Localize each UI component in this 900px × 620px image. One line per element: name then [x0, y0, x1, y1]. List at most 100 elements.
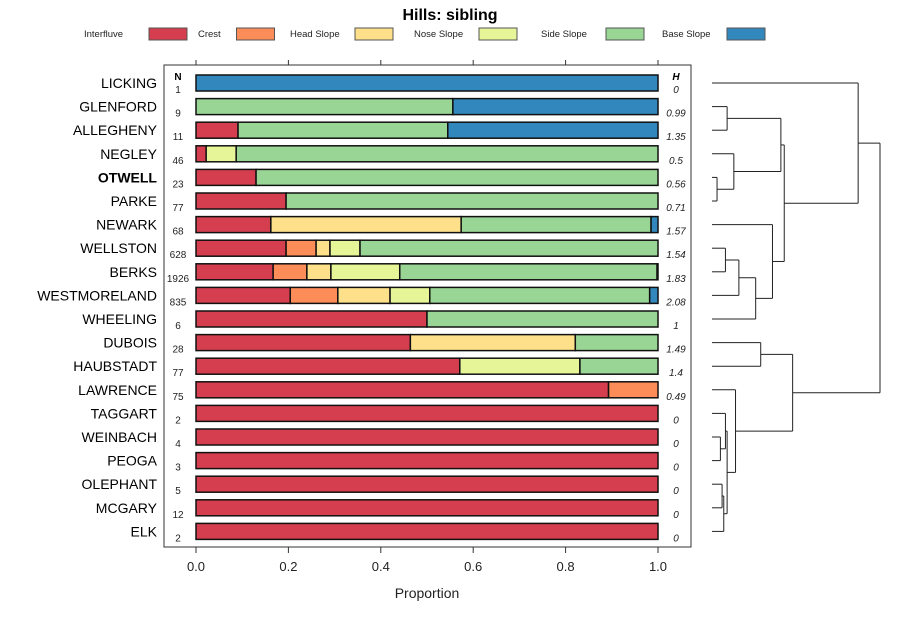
bar-row: WELLSTON 628 1.54 [80, 239, 686, 261]
bar-segment-side-slope [237, 121, 449, 139]
bar-row: NEGLEY 46 0.5 [100, 145, 683, 167]
n-value: 11 [173, 132, 184, 143]
row-label: ALLEGHENY [73, 122, 158, 138]
h-value: 0.99 [666, 109, 686, 120]
legend-label: Head Slope [290, 29, 340, 40]
bar-segment-nose-slope [329, 239, 361, 257]
bar-segment-nose-slope [330, 263, 401, 281]
bar-segment-side-slope [285, 192, 659, 210]
row-label: HAUBSTADT [73, 358, 157, 374]
row-label: WELLSTON [80, 240, 157, 256]
legend-label: Nose Slope [414, 29, 463, 40]
bar-segment-interfluve [195, 192, 287, 210]
bar-row: WHEELING 6 1 [82, 310, 679, 332]
n-value: 3 [175, 463, 181, 474]
n-value: 5 [175, 486, 181, 497]
bar-rows: LICKING 1 0 GLENFORD 9 0.99 ALLEGHENY 11 1.35 NEG… [37, 74, 686, 544]
bar-row: WEINBACH 4 0 [82, 428, 679, 450]
legend-swatch [605, 27, 645, 41]
bar-segment-base-slope [452, 97, 659, 116]
bar-segment-side-slope [460, 215, 652, 234]
h-value: 1.49 [666, 345, 686, 356]
plot-frame [163, 64, 692, 548]
bar-segment-interfluve [195, 263, 274, 281]
bar-segment-side-slope [579, 357, 659, 375]
n-value: 23 [172, 179, 184, 190]
h-value: 0 [673, 510, 679, 521]
x-tick-label: 0.2 [279, 559, 297, 574]
legend-label: Interfluve [84, 29, 123, 40]
bar-segment-head-slope [315, 239, 331, 257]
bar-segment-side-slope [426, 310, 659, 328]
bar-row: MCGARY 12 0 [96, 499, 679, 521]
bar-row: BERKS 1926 1.83 [110, 263, 686, 285]
h-value: 1.35 [666, 132, 686, 143]
bar-segment-interfluve [195, 451, 659, 470]
legend-swatch [236, 27, 275, 41]
n-value: 28 [172, 345, 184, 356]
bar-segment-interfluve [195, 428, 659, 446]
n-value: 12 [172, 510, 184, 521]
bar-row: OLEPHANT 5 0 [82, 475, 679, 497]
n-value: 9 [175, 109, 181, 120]
n-value: 4 [175, 439, 181, 450]
row-label: WEINBACH [82, 429, 157, 445]
bar-segment-side-slope [195, 97, 454, 116]
n-value: 68 [172, 227, 184, 238]
n-value: 2 [175, 415, 181, 426]
bar-row: ELK 2 0 [131, 522, 679, 544]
bar-segment-crest [607, 381, 659, 399]
bar-segment-head-slope [409, 333, 577, 352]
bar-row: LAWRENCE 75 0.49 [78, 381, 686, 403]
bar-segment-interfluve [195, 286, 291, 305]
bar-segment-side-slope [398, 263, 658, 281]
row-label: PARKE [111, 193, 157, 209]
h-value: 0.71 [666, 203, 685, 214]
x-tick-label: 0.8 [557, 559, 575, 574]
bar-row: WESTMORELAND 835 2.08 [37, 286, 686, 308]
bar-segment-base-slope [648, 286, 659, 305]
bar-segment-interfluve [195, 381, 610, 399]
n-header: N [174, 72, 181, 83]
bar-row: LICKING 1 0 [101, 74, 679, 96]
bar-segment-interfluve [195, 121, 239, 139]
n-value: 2 [175, 533, 181, 544]
row-label: OLEPHANT [82, 476, 158, 492]
bar-segment-base-slope [447, 121, 659, 139]
bar-row: OTWELL 23 0.56 [98, 168, 686, 190]
n-value: 75 [172, 392, 184, 403]
bar-segment-interfluve [195, 404, 659, 423]
x-tick-label: 0.6 [464, 559, 482, 574]
x-tick-label: 0.0 [187, 559, 205, 574]
bar-segment-interfluve [195, 168, 257, 187]
bar-segment-crest [272, 263, 308, 281]
row-label: NEGLEY [100, 146, 157, 162]
row-label: LAWRENCE [78, 382, 157, 398]
h-value: 1.57 [666, 227, 686, 238]
h-value: 1.83 [666, 274, 686, 285]
bar-row: NEWARK 68 1.57 [96, 215, 686, 238]
legend-swatch [478, 27, 518, 41]
x-axis: 0.0 0.2 0.4 0.6 0.8 1.0 [187, 547, 667, 574]
bar-row: ALLEGHENY 11 1.35 [73, 121, 686, 143]
bar-segment-side-slope [235, 145, 659, 163]
row-label: PEOGA [107, 453, 157, 469]
row-label: BERKS [110, 264, 157, 280]
n-value: 6 [175, 321, 181, 332]
legend-label: Crest [198, 29, 221, 40]
n-value: 1926 [167, 274, 190, 285]
bar-segment-base-slope [656, 263, 659, 281]
h-value: 1 [673, 321, 679, 332]
row-label: MCGARY [96, 500, 158, 516]
bar-segment-side-slope [574, 333, 659, 352]
h-value: 1.54 [666, 250, 686, 261]
bar-segment-side-slope [359, 239, 659, 257]
row-label: NEWARK [96, 217, 158, 233]
bar-segment-side-slope [255, 168, 659, 187]
bar-segment-interfluve [195, 215, 272, 234]
h-value: 2.08 [665, 297, 686, 308]
h-value: 0 [673, 85, 679, 96]
bar-row: TAGGART 2 0 [91, 404, 679, 426]
n-value: 1 [175, 85, 181, 96]
